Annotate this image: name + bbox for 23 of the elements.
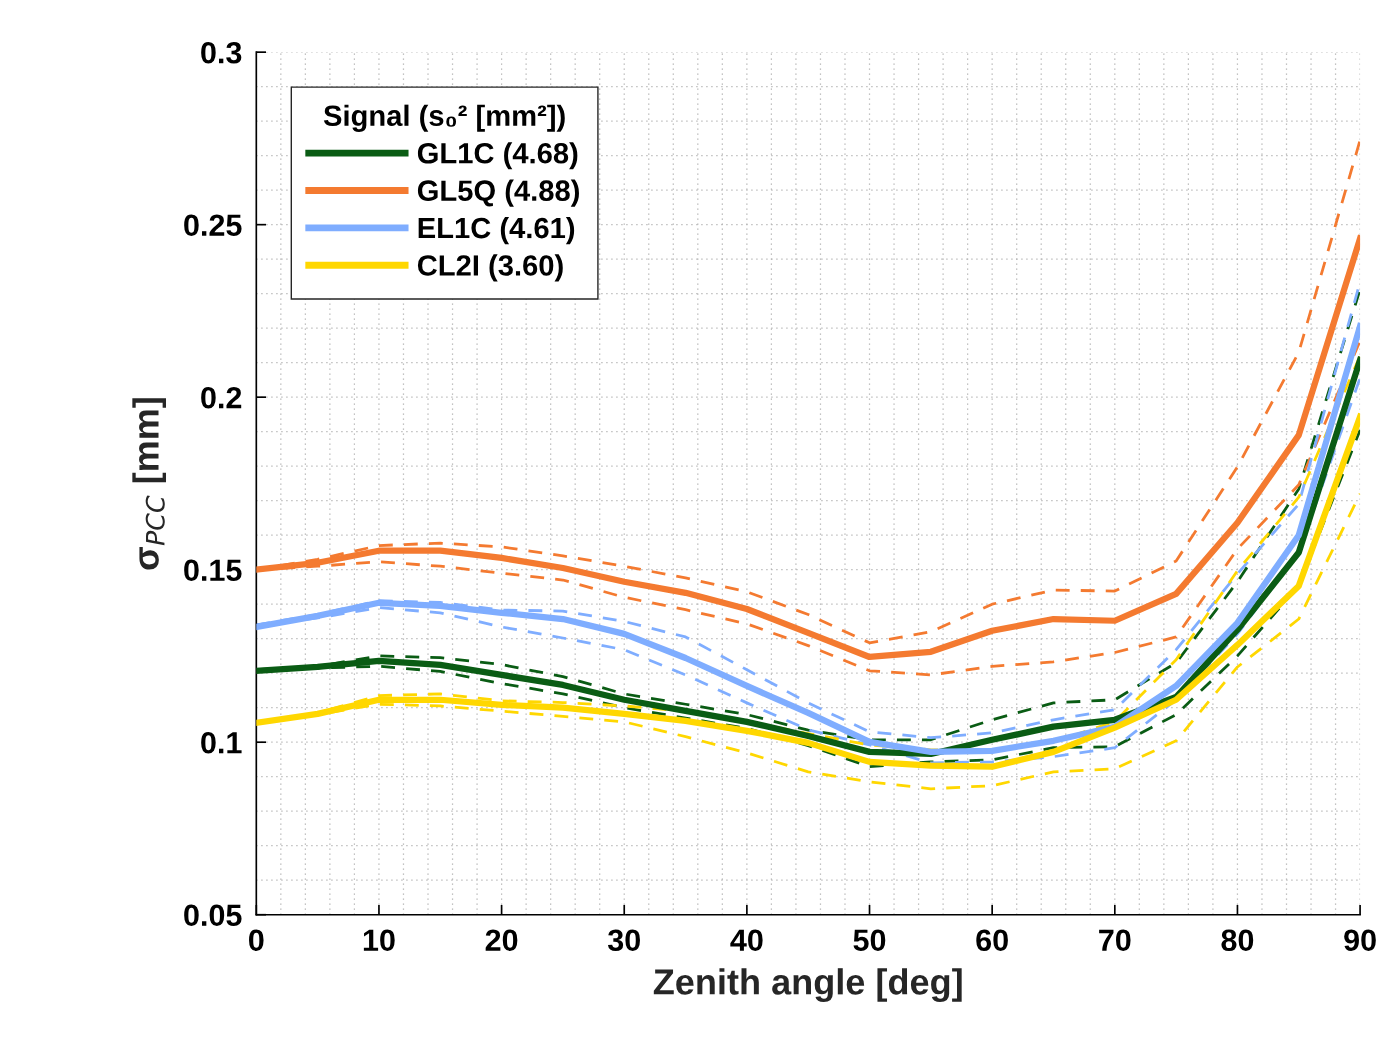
x-tick-label: 0 — [249, 929, 264, 952]
legend-label: CL2I (3.60) — [417, 254, 563, 282]
x-tick-label: 90 — [1344, 929, 1376, 952]
y-tick-label: 0.25 — [184, 214, 242, 237]
x-tick-label: 80 — [1221, 929, 1254, 952]
y-tick-label: 0.2 — [201, 386, 242, 409]
legend-label: GL5Q (4.88) — [417, 179, 579, 207]
x-tick-label: 10 — [363, 929, 395, 952]
y-axis-title: σ$_{PCC}$ [mm] — [132, 398, 167, 570]
x-axis-title: Zenith angle [deg] — [653, 968, 962, 1003]
y-tick-label: 0.05 — [184, 904, 242, 927]
x-tick-label: 20 — [485, 929, 518, 952]
legend-label: GL1C (4.68) — [417, 142, 578, 170]
legend-label: EL1C (4.61) — [418, 216, 575, 245]
x-tick-label: 70 — [1099, 929, 1131, 952]
x-tick-label: 50 — [853, 929, 886, 952]
x-tick-label: 60 — [976, 929, 1008, 952]
y-tick-label: 0.1 — [201, 731, 242, 754]
x-tick-label: 30 — [607, 929, 640, 952]
y-tick-label: 0.3 — [201, 41, 242, 64]
x-tick-label: 40 — [730, 929, 763, 952]
legend-title: Signal (s₀² [mm²]) — [323, 104, 565, 132]
y-tick-label: 0.15 — [184, 559, 242, 582]
